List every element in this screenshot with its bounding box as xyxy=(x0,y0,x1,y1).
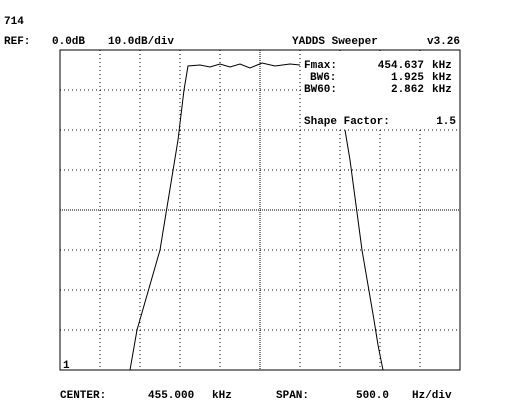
center-value: 455.000 xyxy=(148,390,194,402)
center-unit: kHz xyxy=(212,390,232,402)
readout-unit: kHz xyxy=(432,60,452,72)
ref-level: 0.0dB xyxy=(52,36,85,48)
span-unit: Hz/div xyxy=(412,390,452,402)
readout-label: BW6: xyxy=(310,72,336,84)
readout-panel xyxy=(301,52,459,128)
plot-frame xyxy=(59,49,461,371)
readout-unit: kHz xyxy=(432,72,452,84)
readout-label: BW60: xyxy=(304,84,337,96)
readout-value: 454.637 xyxy=(378,60,424,72)
shape-factor-label: Shape Factor: xyxy=(304,116,390,128)
ref-label: REF: xyxy=(4,36,30,48)
readout-label: Fmax: xyxy=(304,60,337,72)
scale: 10.0dB/div xyxy=(108,36,174,48)
sweep-id: 714 xyxy=(4,16,24,28)
app-version: v3.26 xyxy=(427,36,460,48)
grid xyxy=(60,50,460,370)
readout-unit: kHz xyxy=(432,84,452,96)
shape-factor-value: 1.5 xyxy=(436,116,456,128)
span-label: SPAN: xyxy=(276,390,309,402)
span-value: 500.0 xyxy=(356,390,389,402)
readout-value: 1.925 xyxy=(391,72,424,84)
app-name: YADDS Sweeper xyxy=(292,36,378,48)
center-label: CENTER: xyxy=(60,390,106,402)
marker-label: 1 xyxy=(63,360,70,372)
readout-value: 2.862 xyxy=(391,84,424,96)
